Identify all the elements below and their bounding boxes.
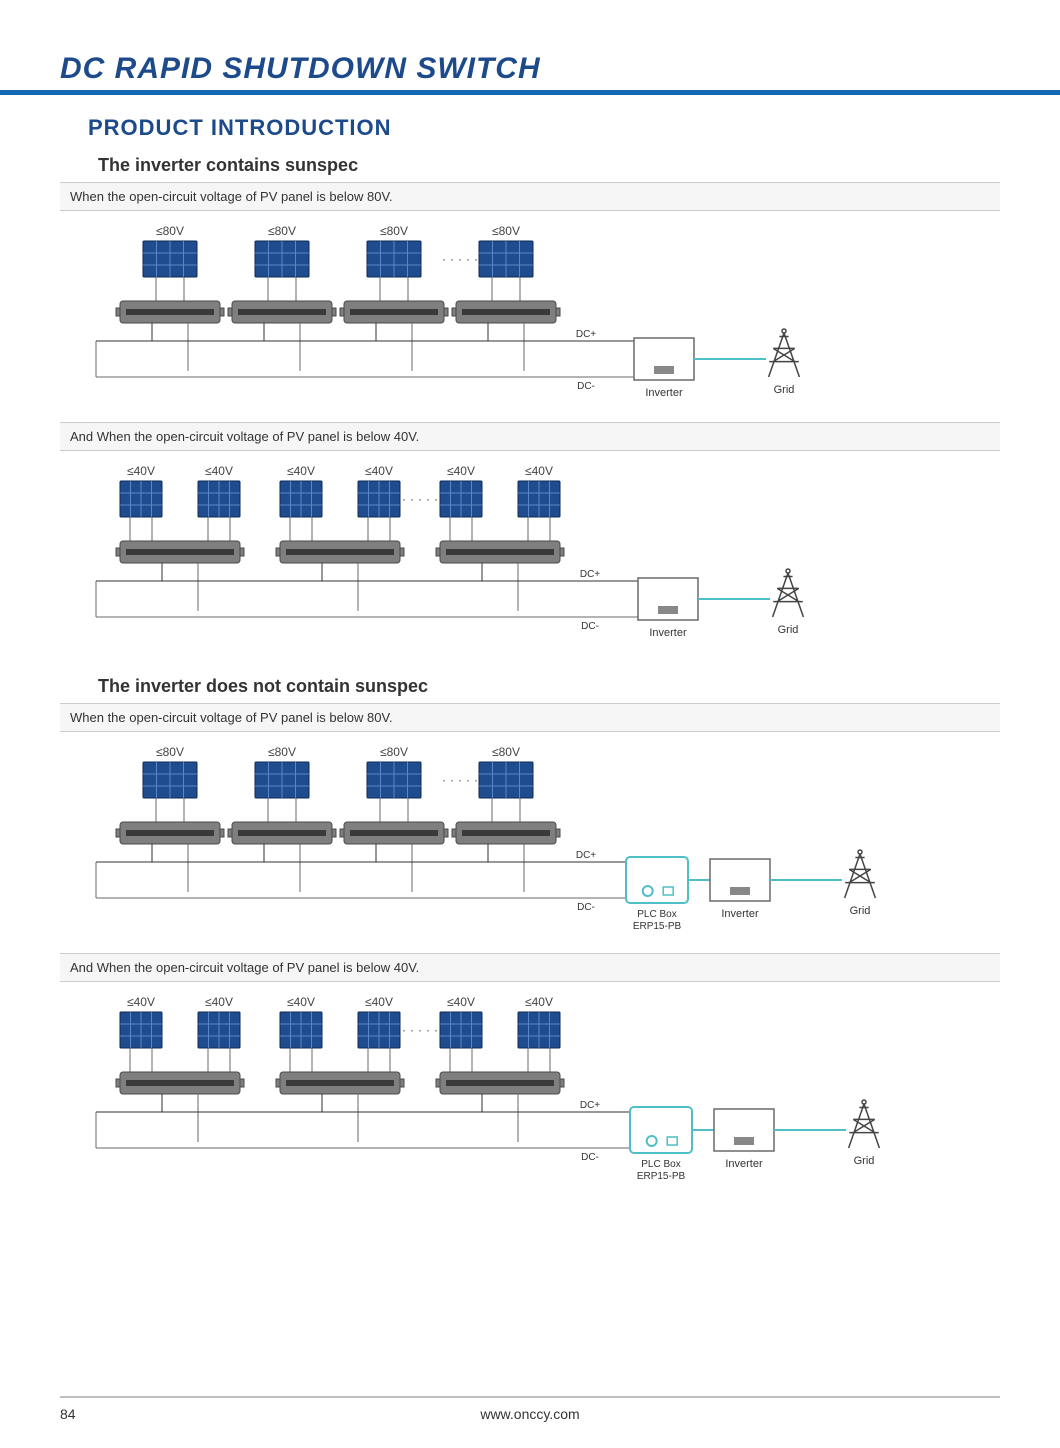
svg-text:Grid: Grid [854, 1155, 875, 1167]
group-a-heading: The inverter contains sunspec [98, 155, 1000, 176]
title-rule [0, 90, 1060, 95]
svg-text:≤40V: ≤40V [525, 995, 553, 1009]
svg-text:DC-: DC- [577, 902, 595, 913]
footer: 84 www.onccy.com [60, 1406, 1000, 1422]
diagram-b-80: ······≤80V≤80V≤80V≤80VDC+DC-PLC BoxERP15… [60, 738, 1000, 948]
svg-text:DC+: DC+ [580, 569, 600, 580]
svg-text:ERP15-PB: ERP15-PB [633, 921, 682, 932]
svg-text:≤40V: ≤40V [205, 464, 233, 478]
svg-text:≤40V: ≤40V [525, 464, 553, 478]
group-b-80-note: When the open-circuit voltage of PV pane… [60, 703, 1000, 732]
page-title: DC RAPID SHUTDOWN SWITCH [60, 52, 1000, 86]
svg-text:≤40V: ≤40V [287, 995, 315, 1009]
svg-text:DC+: DC+ [576, 850, 596, 861]
group-a-40-note: And When the open-circuit voltage of PV … [60, 422, 1000, 451]
diagram-b-40: ······≤40V≤40V≤40V≤40V≤40V≤40VDC+DC-PLC … [60, 988, 1000, 1198]
svg-text:≤80V: ≤80V [268, 224, 296, 238]
svg-text:DC-: DC- [581, 621, 599, 632]
svg-text:······: ······ [394, 492, 442, 506]
diagram-a-80: ······≤80V≤80V≤80V≤80VDC+DC-InverterGrid [60, 217, 1000, 417]
svg-text:ERP15-PB: ERP15-PB [637, 1171, 686, 1182]
svg-text:Inverter: Inverter [725, 1158, 763, 1170]
svg-text:Grid: Grid [774, 384, 795, 396]
svg-text:≤40V: ≤40V [365, 464, 393, 478]
svg-text:Grid: Grid [778, 624, 799, 636]
svg-text:≤80V: ≤80V [380, 224, 408, 238]
svg-text:≤40V: ≤40V [447, 995, 475, 1009]
svg-text:≤40V: ≤40V [365, 995, 393, 1009]
svg-text:Grid: Grid [850, 905, 871, 917]
footer-url: www.onccy.com [60, 1406, 1000, 1422]
svg-text:PLC Box: PLC Box [637, 909, 676, 920]
svg-text:≤40V: ≤40V [127, 995, 155, 1009]
svg-text:DC+: DC+ [576, 329, 596, 340]
svg-text:······: ······ [394, 1023, 442, 1037]
svg-text:≤80V: ≤80V [492, 224, 520, 238]
svg-text:Inverter: Inverter [721, 908, 759, 920]
group-a-80-note: When the open-circuit voltage of PV pane… [60, 182, 1000, 211]
svg-text:DC-: DC- [577, 381, 595, 392]
svg-text:≤40V: ≤40V [127, 464, 155, 478]
svg-text:≤80V: ≤80V [156, 224, 184, 238]
group-b-40-note: And When the open-circuit voltage of PV … [60, 953, 1000, 982]
svg-text:PLC Box: PLC Box [641, 1159, 680, 1170]
svg-text:DC-: DC- [581, 1152, 599, 1163]
svg-text:≤80V: ≤80V [268, 745, 296, 759]
svg-text:≤80V: ≤80V [492, 745, 520, 759]
svg-text:≤40V: ≤40V [287, 464, 315, 478]
svg-text:Inverter: Inverter [645, 387, 683, 399]
svg-text:Inverter: Inverter [649, 627, 687, 639]
svg-text:≤40V: ≤40V [205, 995, 233, 1009]
svg-text:≤80V: ≤80V [380, 745, 408, 759]
svg-text:≤80V: ≤80V [156, 745, 184, 759]
svg-text:≤40V: ≤40V [447, 464, 475, 478]
diagram-a-40: ······≤40V≤40V≤40V≤40V≤40V≤40VDC+DC-Inve… [60, 457, 1000, 657]
svg-text:DC+: DC+ [580, 1100, 600, 1111]
group-b-heading: The inverter does not contain sunspec [98, 676, 1000, 697]
section-title: PRODUCT INTRODUCTION [88, 115, 1000, 141]
